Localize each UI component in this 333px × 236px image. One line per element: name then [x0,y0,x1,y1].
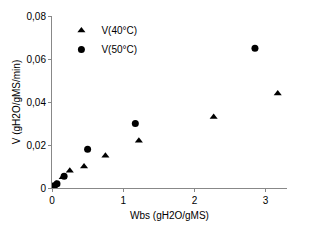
svg-text:3: 3 [263,195,269,206]
svg-text:V(50°C): V(50°C) [101,44,137,55]
svg-text:0,02: 0,02 [27,140,47,151]
svg-text:0,04: 0,04 [27,97,47,108]
svg-text:V(40°C): V(40°C) [101,25,137,36]
svg-text:1: 1 [120,195,126,206]
svg-text:0: 0 [40,183,46,194]
svg-text:0: 0 [49,195,55,206]
svg-text:V (gH2O/gMS/min): V (gH2O/gMS/min) [11,60,22,144]
svg-text:Wbs (gH2O/gMS): Wbs (gH2O/gMS) [130,210,209,221]
svg-text:2: 2 [192,195,198,206]
svg-text:0,08: 0,08 [27,11,47,22]
svg-text:0,06: 0,06 [27,54,47,65]
